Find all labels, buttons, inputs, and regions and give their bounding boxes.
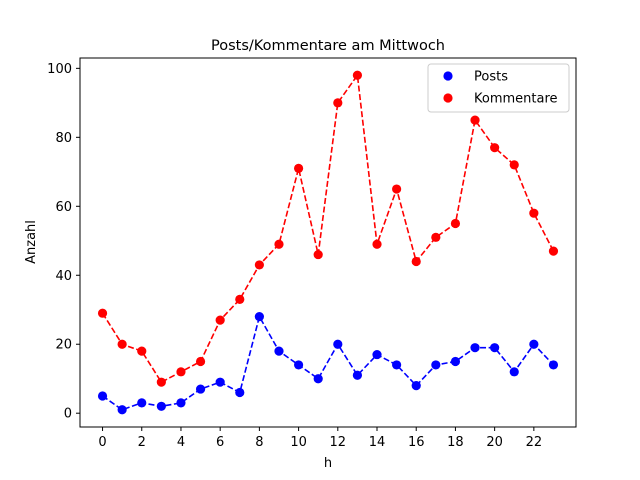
data-point (274, 239, 284, 249)
data-point (254, 260, 264, 270)
data-point (176, 398, 186, 408)
x-tick-label: 8 (255, 435, 263, 450)
plot-area (97, 70, 559, 415)
data-point (333, 339, 343, 349)
chart-title: Posts/Kommentare am Mittwoch (211, 38, 445, 54)
data-point (529, 208, 539, 218)
x-tick-label: 10 (290, 435, 307, 450)
data-point (450, 356, 461, 367)
y-tick-label: 100 (47, 62, 72, 77)
data-point (470, 343, 480, 353)
data-point (195, 356, 206, 367)
data-point (470, 115, 480, 125)
y-axis-label: Anzahl (24, 220, 39, 264)
x-tick-label: 20 (486, 435, 503, 450)
data-point (215, 315, 225, 325)
data-point (97, 308, 108, 318)
data-point (254, 312, 264, 322)
legend-marker (443, 93, 453, 103)
y-tick-label: 20 (55, 338, 72, 353)
x-tick-label: 14 (369, 435, 386, 450)
x-tick-label: 2 (138, 435, 146, 450)
data-point (490, 343, 500, 353)
x-tick-label: 0 (98, 435, 106, 450)
plot-frame (79, 57, 577, 428)
data-point (313, 374, 323, 384)
data-point (333, 98, 343, 108)
y-tick-label: 40 (55, 269, 72, 284)
data-point (293, 360, 304, 370)
data-point (352, 370, 363, 380)
legend: Posts Kommentare (427, 63, 570, 113)
x-tick-label: 18 (447, 435, 464, 450)
data-point (548, 360, 559, 370)
legend-box (427, 63, 570, 113)
data-point (215, 377, 225, 387)
data-point (490, 143, 500, 153)
data-point (411, 381, 421, 391)
data-point (235, 294, 245, 305)
data-point (293, 163, 304, 173)
y-tick-label: 60 (55, 200, 72, 215)
data-point (431, 232, 441, 242)
data-point (117, 405, 127, 415)
data-point (235, 387, 245, 398)
y-tick-label: 80 (55, 131, 72, 146)
data-point (156, 401, 166, 411)
data-point (195, 384, 206, 394)
data-point (392, 184, 402, 194)
data-point (137, 346, 147, 356)
y-tick-label: 0 (64, 407, 72, 422)
data-point (313, 249, 323, 260)
data-point (372, 349, 382, 360)
legend-marker (443, 71, 453, 81)
legend-label: Kommentare (474, 92, 558, 107)
data-point (431, 360, 441, 370)
data-point (176, 367, 186, 377)
data-point (509, 367, 519, 377)
data-point (156, 377, 166, 387)
data-point (97, 391, 108, 401)
x-axis-label: h (324, 456, 332, 471)
x-tick-label: 6 (216, 435, 224, 450)
x-tick-label: 16 (408, 435, 425, 450)
legend-label: Posts (474, 70, 508, 85)
data-point (137, 398, 147, 408)
data-point (548, 246, 559, 256)
x-tick-label: 12 (330, 435, 347, 450)
data-point (509, 160, 519, 170)
data-point (411, 256, 421, 267)
x-axis: 0 2 4 6 8 10 12 14 16 18 20 22 (98, 427, 542, 450)
data-point (529, 339, 539, 349)
data-point (352, 70, 363, 80)
data-point (372, 239, 382, 249)
x-tick-label: 22 (526, 435, 543, 450)
data-point (450, 218, 461, 229)
x-tick-label: 4 (177, 435, 185, 450)
data-point (117, 339, 127, 349)
data-point (274, 346, 284, 356)
y-axis: 0 20 40 60 80 100 (47, 62, 80, 422)
data-point (392, 360, 402, 370)
